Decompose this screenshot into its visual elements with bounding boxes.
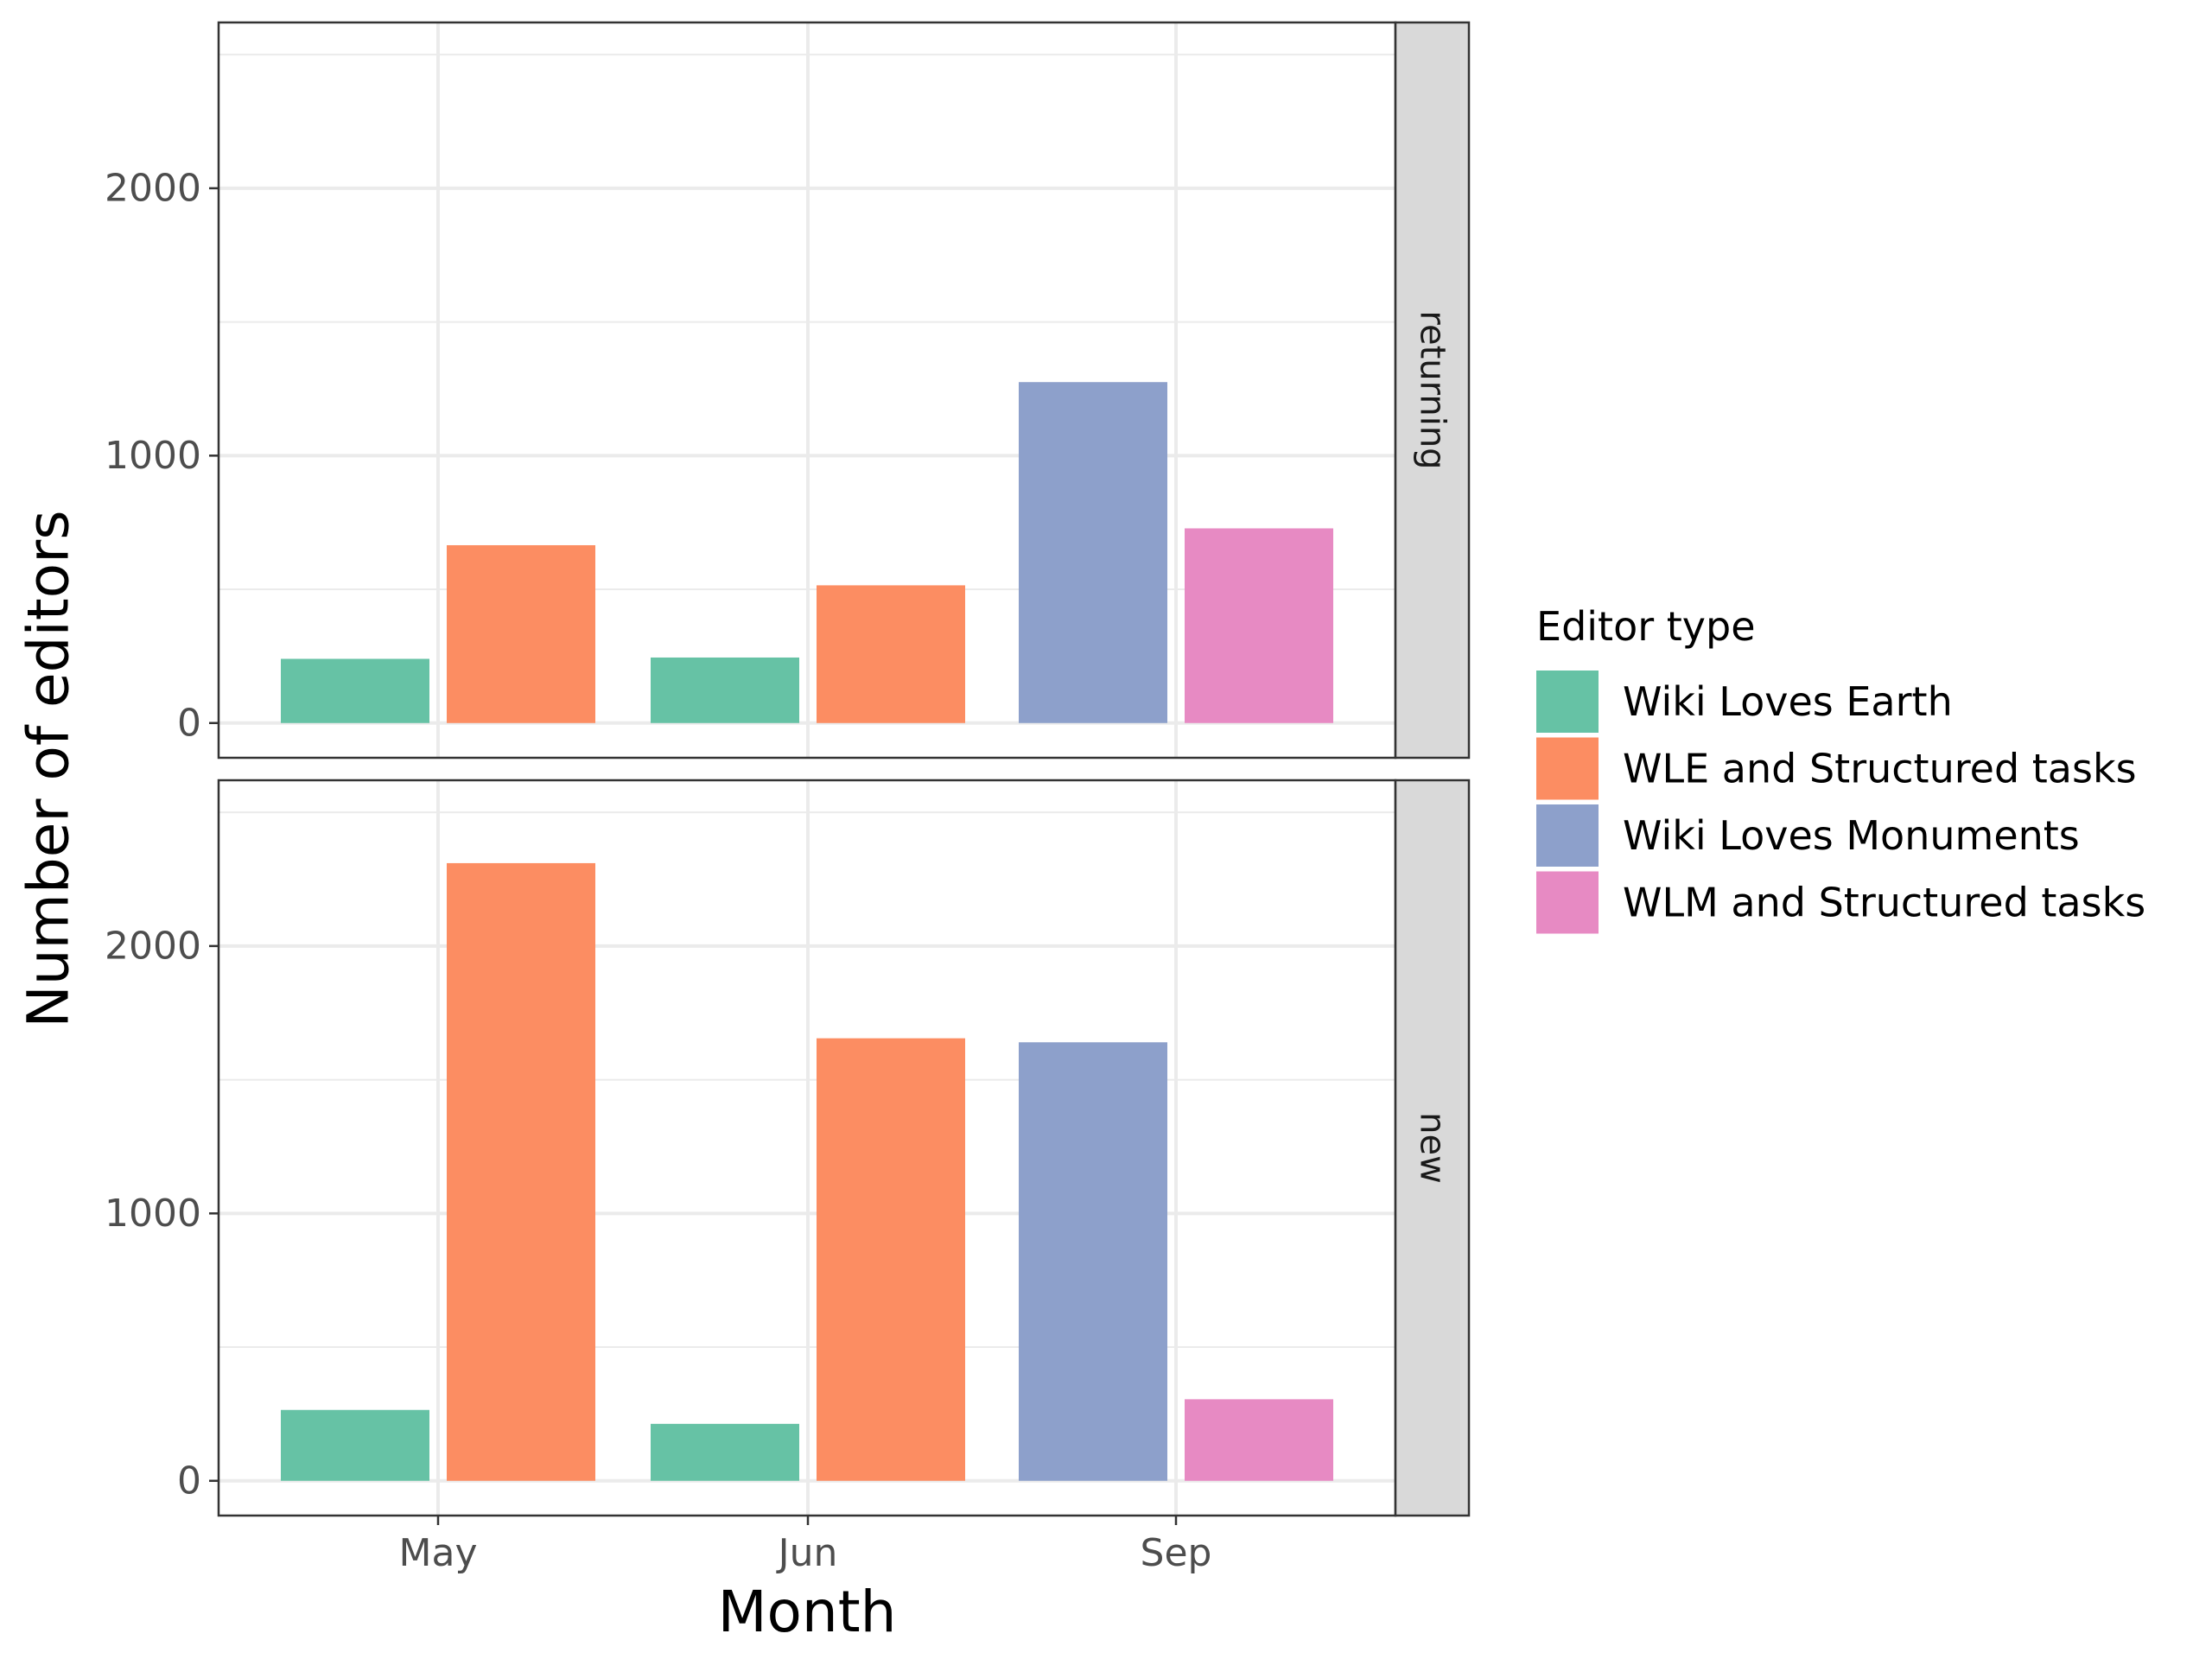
bar <box>817 585 965 723</box>
x-tick-label: Jun <box>776 1531 838 1575</box>
legend-key <box>1536 737 1599 800</box>
bar <box>651 1423 799 1481</box>
bar <box>1185 528 1333 723</box>
facet-strip <box>1394 779 1471 1517</box>
bar <box>651 657 799 723</box>
bar <box>447 544 595 723</box>
x-tick-label: May <box>399 1531 478 1575</box>
bar <box>447 862 595 1481</box>
x-axis-title: Month <box>718 1579 897 1645</box>
y-axis-title: Number of editors <box>16 510 82 1027</box>
bar <box>281 1409 429 1481</box>
legend-label: WLE and Structured tasks <box>1623 746 2137 792</box>
y-tick-label: 1000 <box>105 434 201 478</box>
facet-strip-label: new <box>1413 1112 1452 1184</box>
bar <box>1185 1399 1333 1481</box>
x-tick-label: Sep <box>1141 1531 1212 1575</box>
legend-label: Wiki Loves Monuments <box>1623 812 2080 859</box>
bar <box>817 1038 965 1481</box>
legend-title: Editor type <box>1536 603 1756 650</box>
legend-key <box>1536 871 1599 934</box>
bar <box>281 658 429 723</box>
legend-label: Wiki Loves Earth <box>1623 678 1953 725</box>
bar <box>1019 1042 1167 1481</box>
y-tick-label: 0 <box>177 1459 201 1503</box>
panels-group: returning 0 1000 2000 new 0 1000 2000 May Jun Sep <box>105 21 1471 1575</box>
facet-strip <box>1394 21 1471 760</box>
legend-label: WLM and Structured tasks <box>1623 880 2145 926</box>
legend: Editor type Wiki Loves Earth WLE and Stru… <box>1536 603 2145 934</box>
legend-key <box>1536 671 1599 733</box>
y-tick-label: 0 <box>177 701 201 745</box>
y-tick-label: 2000 <box>105 166 201 210</box>
y-tick-label: 1000 <box>105 1192 201 1236</box>
y-tick-label: 2000 <box>105 924 201 968</box>
facet-strip-label: returning <box>1413 310 1452 469</box>
bar <box>1019 382 1167 723</box>
legend-key <box>1536 804 1599 867</box>
